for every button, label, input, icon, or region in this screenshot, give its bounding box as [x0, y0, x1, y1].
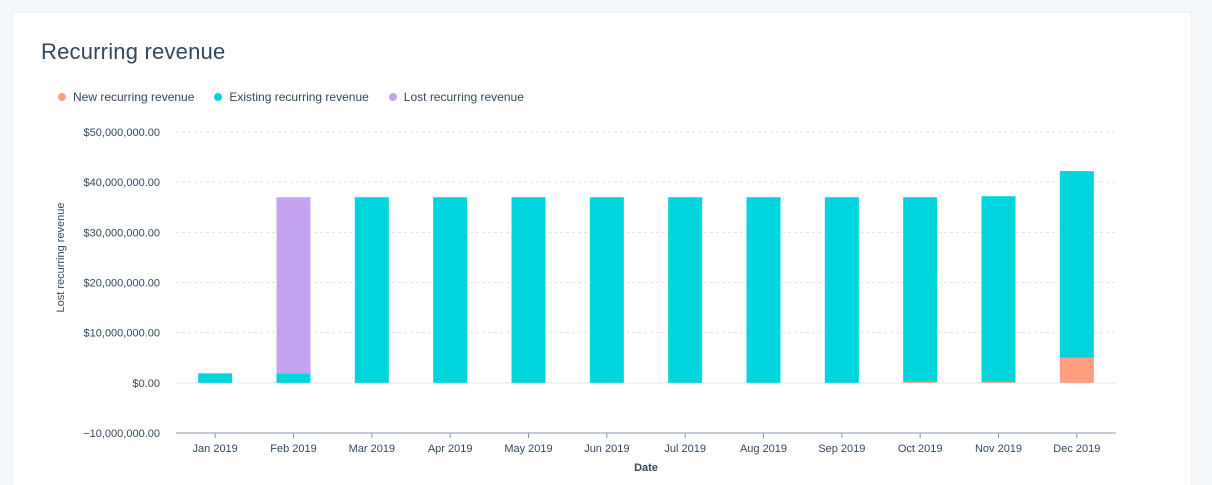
bar-new	[981, 381, 1016, 383]
legend-dot-existing-icon	[214, 93, 223, 101]
legend-label-new: New recurring revenue	[73, 90, 195, 104]
chart-title: Recurring revenue	[41, 39, 226, 64]
y-tick-label: $0.00	[132, 378, 160, 390]
bar-new	[903, 381, 938, 383]
x-tick-label: Feb 2019	[270, 443, 316, 455]
bar-lost	[276, 197, 311, 374]
x-tick-label: Sep 2019	[818, 443, 865, 455]
bar-existing	[746, 197, 781, 383]
x-tick-label: Apr 2019	[428, 443, 473, 455]
y-tick-label: $20,000,000.00	[84, 278, 160, 290]
bar-existing	[903, 197, 938, 382]
bar-existing	[511, 197, 546, 383]
legend-label-lost: Lost recurring revenue	[403, 90, 524, 104]
y-tick-label: −10,000,000.00	[83, 428, 160, 440]
bar-new	[1059, 357, 1094, 383]
x-axis-title: Date	[634, 462, 658, 474]
legend-item-existing[interactable]: Existing recurring revenue	[214, 90, 369, 104]
bar-existing	[668, 197, 703, 383]
y-axis-title: Lost recurring revenue	[55, 202, 67, 312]
x-tick-label: May 2019	[504, 443, 552, 455]
x-tick-label: Mar 2019	[349, 443, 395, 455]
bar-existing	[981, 196, 1016, 382]
bar-existing	[824, 197, 859, 383]
x-tick-label: Jun 2019	[584, 443, 629, 455]
x-tick-label: Oct 2019	[898, 443, 943, 455]
x-tick-label: Nov 2019	[975, 443, 1022, 455]
y-tick-label: $30,000,000.00	[84, 227, 160, 239]
bar-existing	[354, 197, 389, 383]
legend-item-lost[interactable]: Lost recurring revenue	[388, 90, 524, 104]
bar-existing	[198, 373, 233, 383]
y-tick-label: $50,000,000.00	[84, 127, 160, 139]
legend-label-existing: Existing recurring revenue	[229, 90, 369, 104]
x-tick-label: Jul 2019	[664, 443, 706, 455]
legend-dot-new-icon	[58, 93, 66, 101]
bar-existing	[276, 373, 311, 383]
x-tick-label: Jan 2019	[193, 443, 238, 455]
bar-existing	[589, 197, 624, 383]
chart-legend: New recurring revenue Existing recurring…	[58, 90, 544, 104]
bar-existing	[1059, 171, 1094, 358]
x-tick-label: Dec 2019	[1053, 443, 1100, 455]
legend-dot-lost-icon	[388, 93, 397, 101]
x-tick-label: Aug 2019	[740, 443, 787, 455]
y-tick-label: $40,000,000.00	[84, 177, 160, 189]
y-tick-label: $10,000,000.00	[84, 328, 160, 340]
legend-item-new[interactable]: New recurring revenue	[58, 90, 194, 104]
bar-existing	[433, 197, 468, 383]
